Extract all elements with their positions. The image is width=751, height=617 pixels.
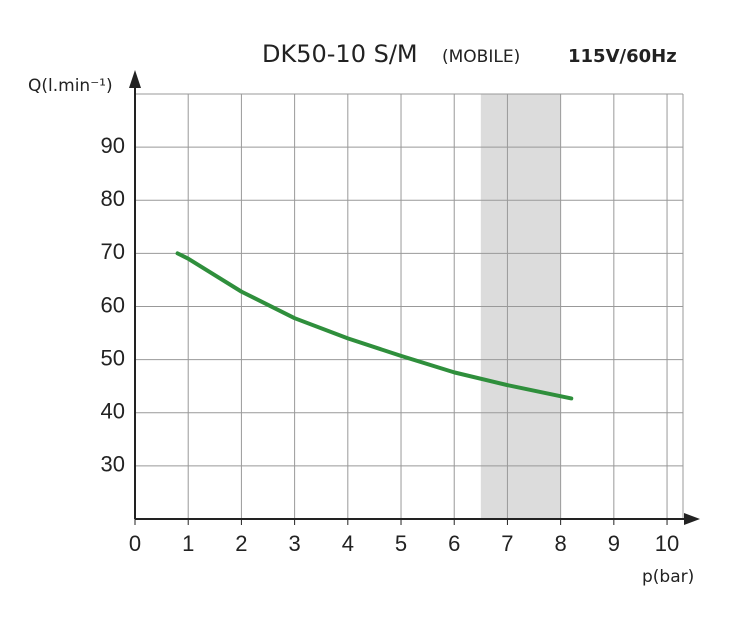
x-arrow — [684, 513, 700, 525]
x-tick-label: 8 — [555, 531, 567, 556]
y-tick-label: 40 — [101, 399, 125, 424]
x-tick-label: 0 — [129, 531, 141, 556]
x-tick-label: 9 — [608, 531, 620, 556]
y-tick-label: 60 — [101, 292, 125, 317]
x-tick-label: 10 — [655, 531, 679, 556]
x-tick-label: 3 — [288, 531, 300, 556]
x-tick-label: 1 — [182, 531, 194, 556]
line-series — [175, 251, 574, 401]
y-tick-label: 50 — [101, 345, 125, 370]
x-tick-label: 2 — [235, 531, 247, 556]
y-tick-label: 30 — [101, 452, 125, 477]
y-arrow — [129, 70, 141, 88]
y-tick-label: 70 — [101, 239, 125, 264]
annotation: 115V/60Hz — [568, 46, 677, 67]
y-tick-label: 80 — [101, 186, 125, 211]
y-axis-label: Q(l.min⁻¹) — [28, 76, 113, 96]
chart-subtitle: (MOBILE) — [442, 47, 520, 67]
x-tick-label: 4 — [342, 531, 354, 556]
x-axis-label: p(bar) — [642, 567, 694, 587]
x-tick-label: 7 — [501, 531, 513, 556]
x-tick-label: 6 — [448, 531, 460, 556]
y-tick-label: 90 — [101, 133, 125, 158]
x-tick-label: 5 — [395, 531, 407, 556]
chart-title: DK50-10 S/M — [262, 40, 418, 68]
